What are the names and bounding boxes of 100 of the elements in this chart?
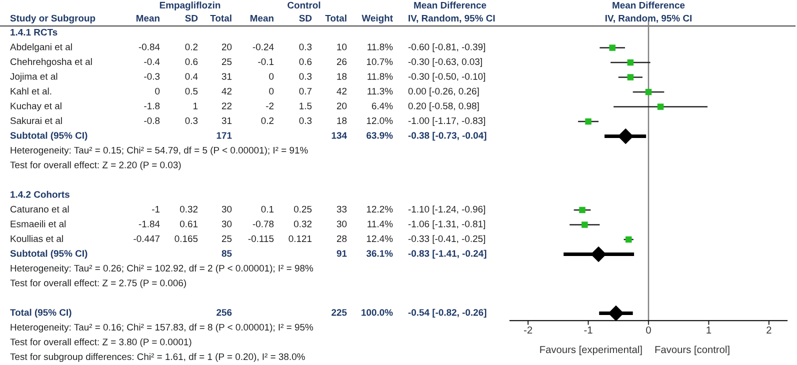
text: 10.7% [366, 58, 393, 66]
text: 12.0% [366, 117, 393, 124]
text: 91 [336, 250, 347, 257]
text: 0.32 [294, 220, 312, 228]
text: 0.121 [288, 235, 312, 242]
text: 225 [332, 309, 347, 316]
category-label: Total [325, 14, 346, 22]
text: 0.3 [299, 44, 312, 50]
text: 0.7 [299, 88, 312, 95]
category-label: Sakurai et al [10, 117, 62, 124]
category-label: Jojima et al [10, 72, 58, 82]
text: 134 [332, 132, 347, 139]
text: 1.5 [300, 102, 312, 110]
x-tick-label: 2 [766, 326, 772, 334]
text: 0.00 [-0.26, 0.26] [408, 88, 479, 96]
x-tick-label: -1 [584, 326, 592, 334]
text: -1.84 [138, 220, 160, 228]
text: 11.3% [368, 88, 393, 95]
text: 0.6 [185, 58, 198, 66]
category-label: Test for overall effect: Z = 3.80 (P = 0.0001) [10, 338, 192, 348]
category-label: Subtotal (95% CI) [10, 132, 88, 141]
text: -0.1 [258, 58, 274, 66]
text: 100.0% [362, 309, 393, 316]
category-label: Caturano et al [10, 206, 69, 213]
text: -1.10 [-1.24, -0.96] [408, 206, 486, 214]
text: 18 [337, 117, 347, 124]
text: -0.60 [-0.81, -0.39] [408, 43, 486, 52]
text: -0.83 [-1.41, -0.24] [408, 250, 486, 259]
text: -0.84 [138, 44, 160, 50]
text: -1 [152, 206, 160, 212]
category-label: Test for overall effect: Z = 2.75 (P = 0.006) [10, 279, 186, 288]
text: 256 [216, 309, 232, 316]
text: 0.5 [185, 88, 198, 95]
text: 63.9% [366, 132, 393, 139]
text: 30 [222, 220, 232, 228]
text: 0.25 [294, 206, 312, 213]
category-label: 1.4.1 RCTs [10, 28, 58, 36]
text: 20 [336, 102, 347, 110]
text: 22 [222, 102, 232, 110]
text: -0.30 [-0.63, 0.03] [408, 58, 482, 67]
category-label: Kahl et al. [10, 88, 52, 95]
chart-title: Mean Difference [612, 2, 685, 9]
text: 0 [269, 88, 274, 95]
text: 6.4% [372, 102, 393, 110]
text: 0.32 [180, 206, 198, 213]
text: 25 [222, 58, 232, 66]
category-label: Koullias et al [10, 235, 63, 242]
text: 0.3 [299, 73, 312, 80]
category-label: Heterogeneity: Tau² = 0.15; Chi² = 54.79, df = 5 (P < 0.00001); I² = 91% [10, 146, 308, 156]
text: 0.1 [261, 206, 274, 213]
text: 0 [155, 88, 160, 95]
text: 25 [222, 235, 232, 242]
category-label: Esmaeili et al [10, 220, 66, 228]
text: 12.4% [366, 235, 393, 242]
text: 0.61 [180, 220, 198, 228]
category-label: Subtotal (95% CI) [10, 250, 88, 259]
category-label: SD [299, 14, 312, 22]
category-label: Heterogeneity: Tau² = 0.26; Chi² = 102.92, df = 2 (P < 0.00001); I² = 98% [10, 264, 314, 274]
text: 0.165 [174, 235, 198, 242]
text: 11.8% [368, 44, 393, 50]
category-label: Test for subgroup differences: Chi² = 1.61, df = 1 (P = 0.20), I² = 38.0% [10, 353, 305, 362]
text: -0.33 [-0.41, -0.25] [408, 235, 486, 244]
text: 42 [336, 88, 347, 94]
category-label: Heterogeneity: Tau² = 0.16; Chi² = 157.83, df = 8 (P < 0.00001); I² = 95% [10, 324, 314, 332]
x-tick-label: 1 [706, 326, 712, 334]
category-label: Total [210, 14, 232, 22]
category-label: SD [185, 14, 198, 22]
text: -1.8 [144, 102, 160, 110]
text: 11.8% [368, 73, 393, 80]
text: -0.38 [-0.73, -0.04] [408, 132, 486, 141]
text: -2 [266, 102, 274, 110]
category-label: Kuchay et al [10, 102, 62, 112]
text: 12.2% [366, 206, 393, 212]
x-tick-label: 0 [646, 326, 651, 334]
category-label: Total (95% CI) [10, 308, 72, 318]
text: 11.4% [368, 220, 393, 228]
text: 0.2 [185, 44, 198, 50]
text: 36.1% [366, 250, 393, 257]
text: Study or Subgroup [10, 14, 96, 24]
text: 20 [222, 44, 232, 50]
text: Mean Difference [414, 2, 486, 9]
chart-subtitle: IV, Random, 95% CI [605, 14, 692, 23]
category-label: Mean [136, 14, 160, 22]
text: 31 [222, 117, 232, 124]
text: 31 [222, 73, 232, 80]
text: 0.3 [185, 117, 198, 124]
text: -0.30 [-0.50, -0.10] [408, 72, 486, 82]
text: 0.2 [261, 117, 274, 124]
text: 26 [336, 58, 347, 66]
text: 85 [222, 250, 232, 257]
category-label: Chehrehgosha et al [10, 58, 92, 67]
text: Favours [control] [655, 346, 730, 356]
text: 0.6 [299, 58, 312, 66]
text: -0.115 [248, 235, 274, 242]
text: 1 [193, 102, 198, 110]
category-label: Test for overall effect: Z = 2.20 (P = 0.03) [10, 161, 181, 170]
text: -0.78 [252, 220, 274, 228]
text: Control [288, 2, 320, 9]
text: Favours [experimental] [540, 346, 642, 356]
category-label: Mean [250, 14, 274, 22]
